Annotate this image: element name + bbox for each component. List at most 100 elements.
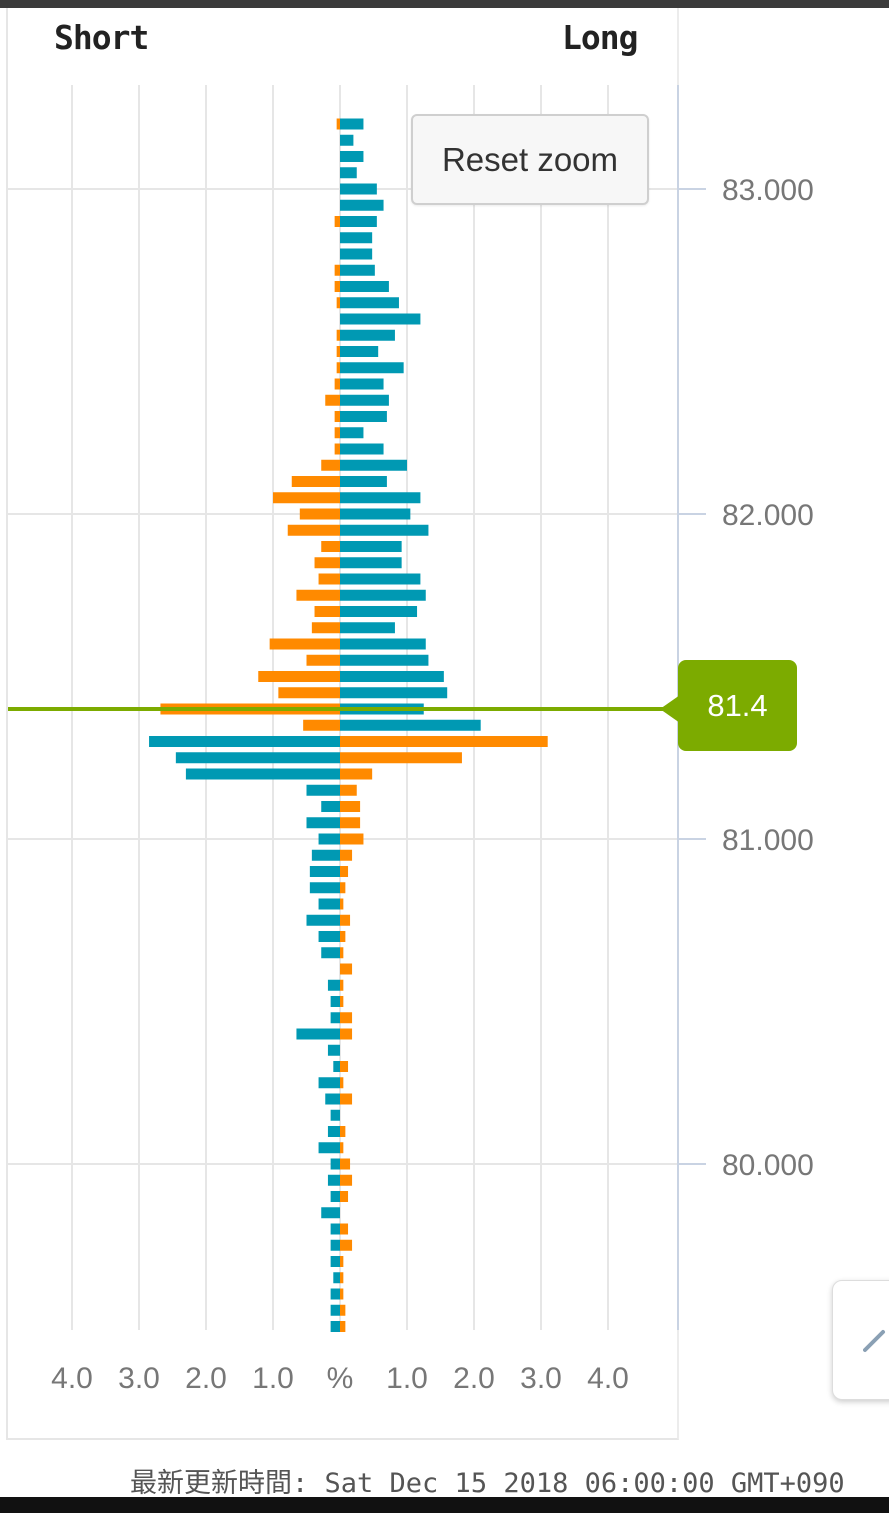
- x-tick-label: 2.0: [185, 1362, 227, 1395]
- short_orange-bar: [314, 606, 340, 617]
- scroll-top-button[interactable]: [832, 1280, 889, 1400]
- long_blue-bar: [330, 1191, 340, 1202]
- long_blue-bar: [340, 524, 429, 536]
- long_blue-bar: [321, 801, 340, 812]
- long_blue-bar: [340, 329, 395, 341]
- short_orange-bar: [340, 1223, 349, 1235]
- long_blue-bar: [340, 394, 389, 406]
- long_blue-bar: [340, 687, 448, 699]
- short_orange-bar: [334, 443, 340, 455]
- nav-bar: [0, 1497, 889, 1513]
- long_blue-bar: [340, 248, 373, 260]
- short_orange-bar: [258, 671, 340, 682]
- x-tick-label: 2.0: [453, 1362, 495, 1395]
- long_blue-bar: [327, 979, 340, 991]
- long_blue-bar: [175, 752, 340, 764]
- long_blue-bar: [318, 898, 340, 910]
- long_blue-bar: [340, 606, 418, 617]
- short_orange-bar: [340, 1321, 346, 1332]
- y-tick-label: 83.000: [722, 174, 814, 207]
- long_blue-bar: [340, 459, 407, 471]
- short_orange-bar: [336, 362, 340, 374]
- short_orange-bar: [340, 866, 349, 877]
- long_blue-bar: [340, 346, 379, 357]
- long_blue-bar: [318, 1142, 340, 1154]
- long_blue-bar: [340, 476, 387, 487]
- short_orange-bar: [336, 346, 340, 357]
- status-bar: [0, 0, 889, 8]
- long_blue-bar: [185, 768, 340, 780]
- long_blue-bar: [330, 1321, 340, 1332]
- long_blue-bar: [330, 1256, 340, 1267]
- short_orange-bar: [340, 1028, 353, 1040]
- short_orange-bar: [303, 719, 340, 731]
- long_blue-bar: [340, 134, 354, 146]
- x-tick-label: 1.0: [252, 1362, 294, 1395]
- short_orange-bar: [340, 1239, 353, 1251]
- short_orange-bar: [334, 378, 340, 390]
- short_orange-bar: [334, 411, 340, 422]
- long_blue-bar: [330, 1239, 340, 1251]
- long_blue-bar: [333, 1061, 340, 1072]
- short_orange-bar: [340, 979, 344, 991]
- long_blue-bar: [340, 151, 364, 162]
- short_orange-bar: [340, 1158, 351, 1170]
- short_orange-bar: [287, 524, 340, 536]
- short_orange-bar: [340, 849, 353, 861]
- current-price-badge: 81.4: [678, 660, 797, 751]
- short_orange-bar: [340, 817, 361, 829]
- short_orange-bar: [340, 1093, 353, 1105]
- short_orange-bar: [340, 1304, 346, 1316]
- short_orange-bar: [334, 216, 340, 227]
- short_orange-bar: [291, 476, 340, 487]
- short_orange-bar: [299, 508, 340, 520]
- last-updated-label: 最新更新時間:: [130, 1468, 325, 1499]
- long_blue-bar: [340, 492, 421, 504]
- long_blue-bar: [330, 1288, 340, 1300]
- long_blue-bar: [340, 167, 357, 179]
- long_blue-bar: [340, 118, 364, 130]
- short_orange-bar: [340, 801, 361, 812]
- short_orange-bar: [334, 281, 340, 292]
- y-tick-label: 81.000: [722, 824, 814, 857]
- short_orange-bar: [306, 654, 340, 666]
- short_orange-bar: [321, 459, 340, 471]
- short_orange-bar: [340, 736, 548, 747]
- short_orange-bar: [321, 541, 340, 552]
- long_blue-bar: [327, 1044, 340, 1056]
- order-book-chart[interactable]: 4.0 3.0 2.0 1.0% 1.0 2.0 3.0 4.0 83.000 82.000 81.…: [0, 0, 889, 1450]
- long_blue-bar: [340, 541, 402, 552]
- long_blue-bar: [340, 573, 421, 585]
- long_blue-bar: [340, 654, 429, 666]
- long_blue-bar: [340, 638, 426, 650]
- short_orange-bar: [340, 898, 344, 910]
- short_orange-bar: [336, 118, 340, 130]
- y-tick-label: 82.000: [722, 499, 814, 532]
- reset-zoom-button[interactable]: Reset zoom: [411, 114, 649, 205]
- long_blue-bar: [340, 183, 377, 195]
- long_blue-bar: [340, 557, 402, 569]
- long_blue-bar: [340, 508, 411, 520]
- short_orange-bar: [340, 996, 344, 1007]
- x-tick-label: 3.0: [520, 1362, 562, 1395]
- short_orange-bar: [340, 914, 351, 926]
- long_blue-bar: [333, 1272, 340, 1284]
- short_orange-bar: [340, 768, 373, 780]
- short_orange-bar: [340, 1256, 344, 1267]
- long_blue-bar: [330, 1012, 340, 1024]
- long_blue-bar: [340, 297, 399, 309]
- long_blue-bar: [340, 443, 384, 455]
- long_blue-bar: [327, 1126, 340, 1137]
- x-tick-label: 4.0: [51, 1362, 93, 1395]
- short_orange-bar: [340, 1077, 344, 1089]
- long_blue-bar: [321, 1207, 340, 1219]
- short_orange-bar: [336, 329, 340, 341]
- short_orange-bar: [278, 687, 340, 699]
- short_orange-bar: [340, 1012, 353, 1024]
- short_orange-bar: [340, 947, 344, 959]
- last-updated: 最新更新時間: Sat Dec 15 2018 06:00:00 GMT+090: [130, 1461, 845, 1500]
- short_orange-bar: [273, 492, 340, 504]
- long_blue-bar: [330, 1158, 340, 1170]
- long_blue-bar: [321, 947, 340, 959]
- short_orange-bar: [340, 1061, 349, 1072]
